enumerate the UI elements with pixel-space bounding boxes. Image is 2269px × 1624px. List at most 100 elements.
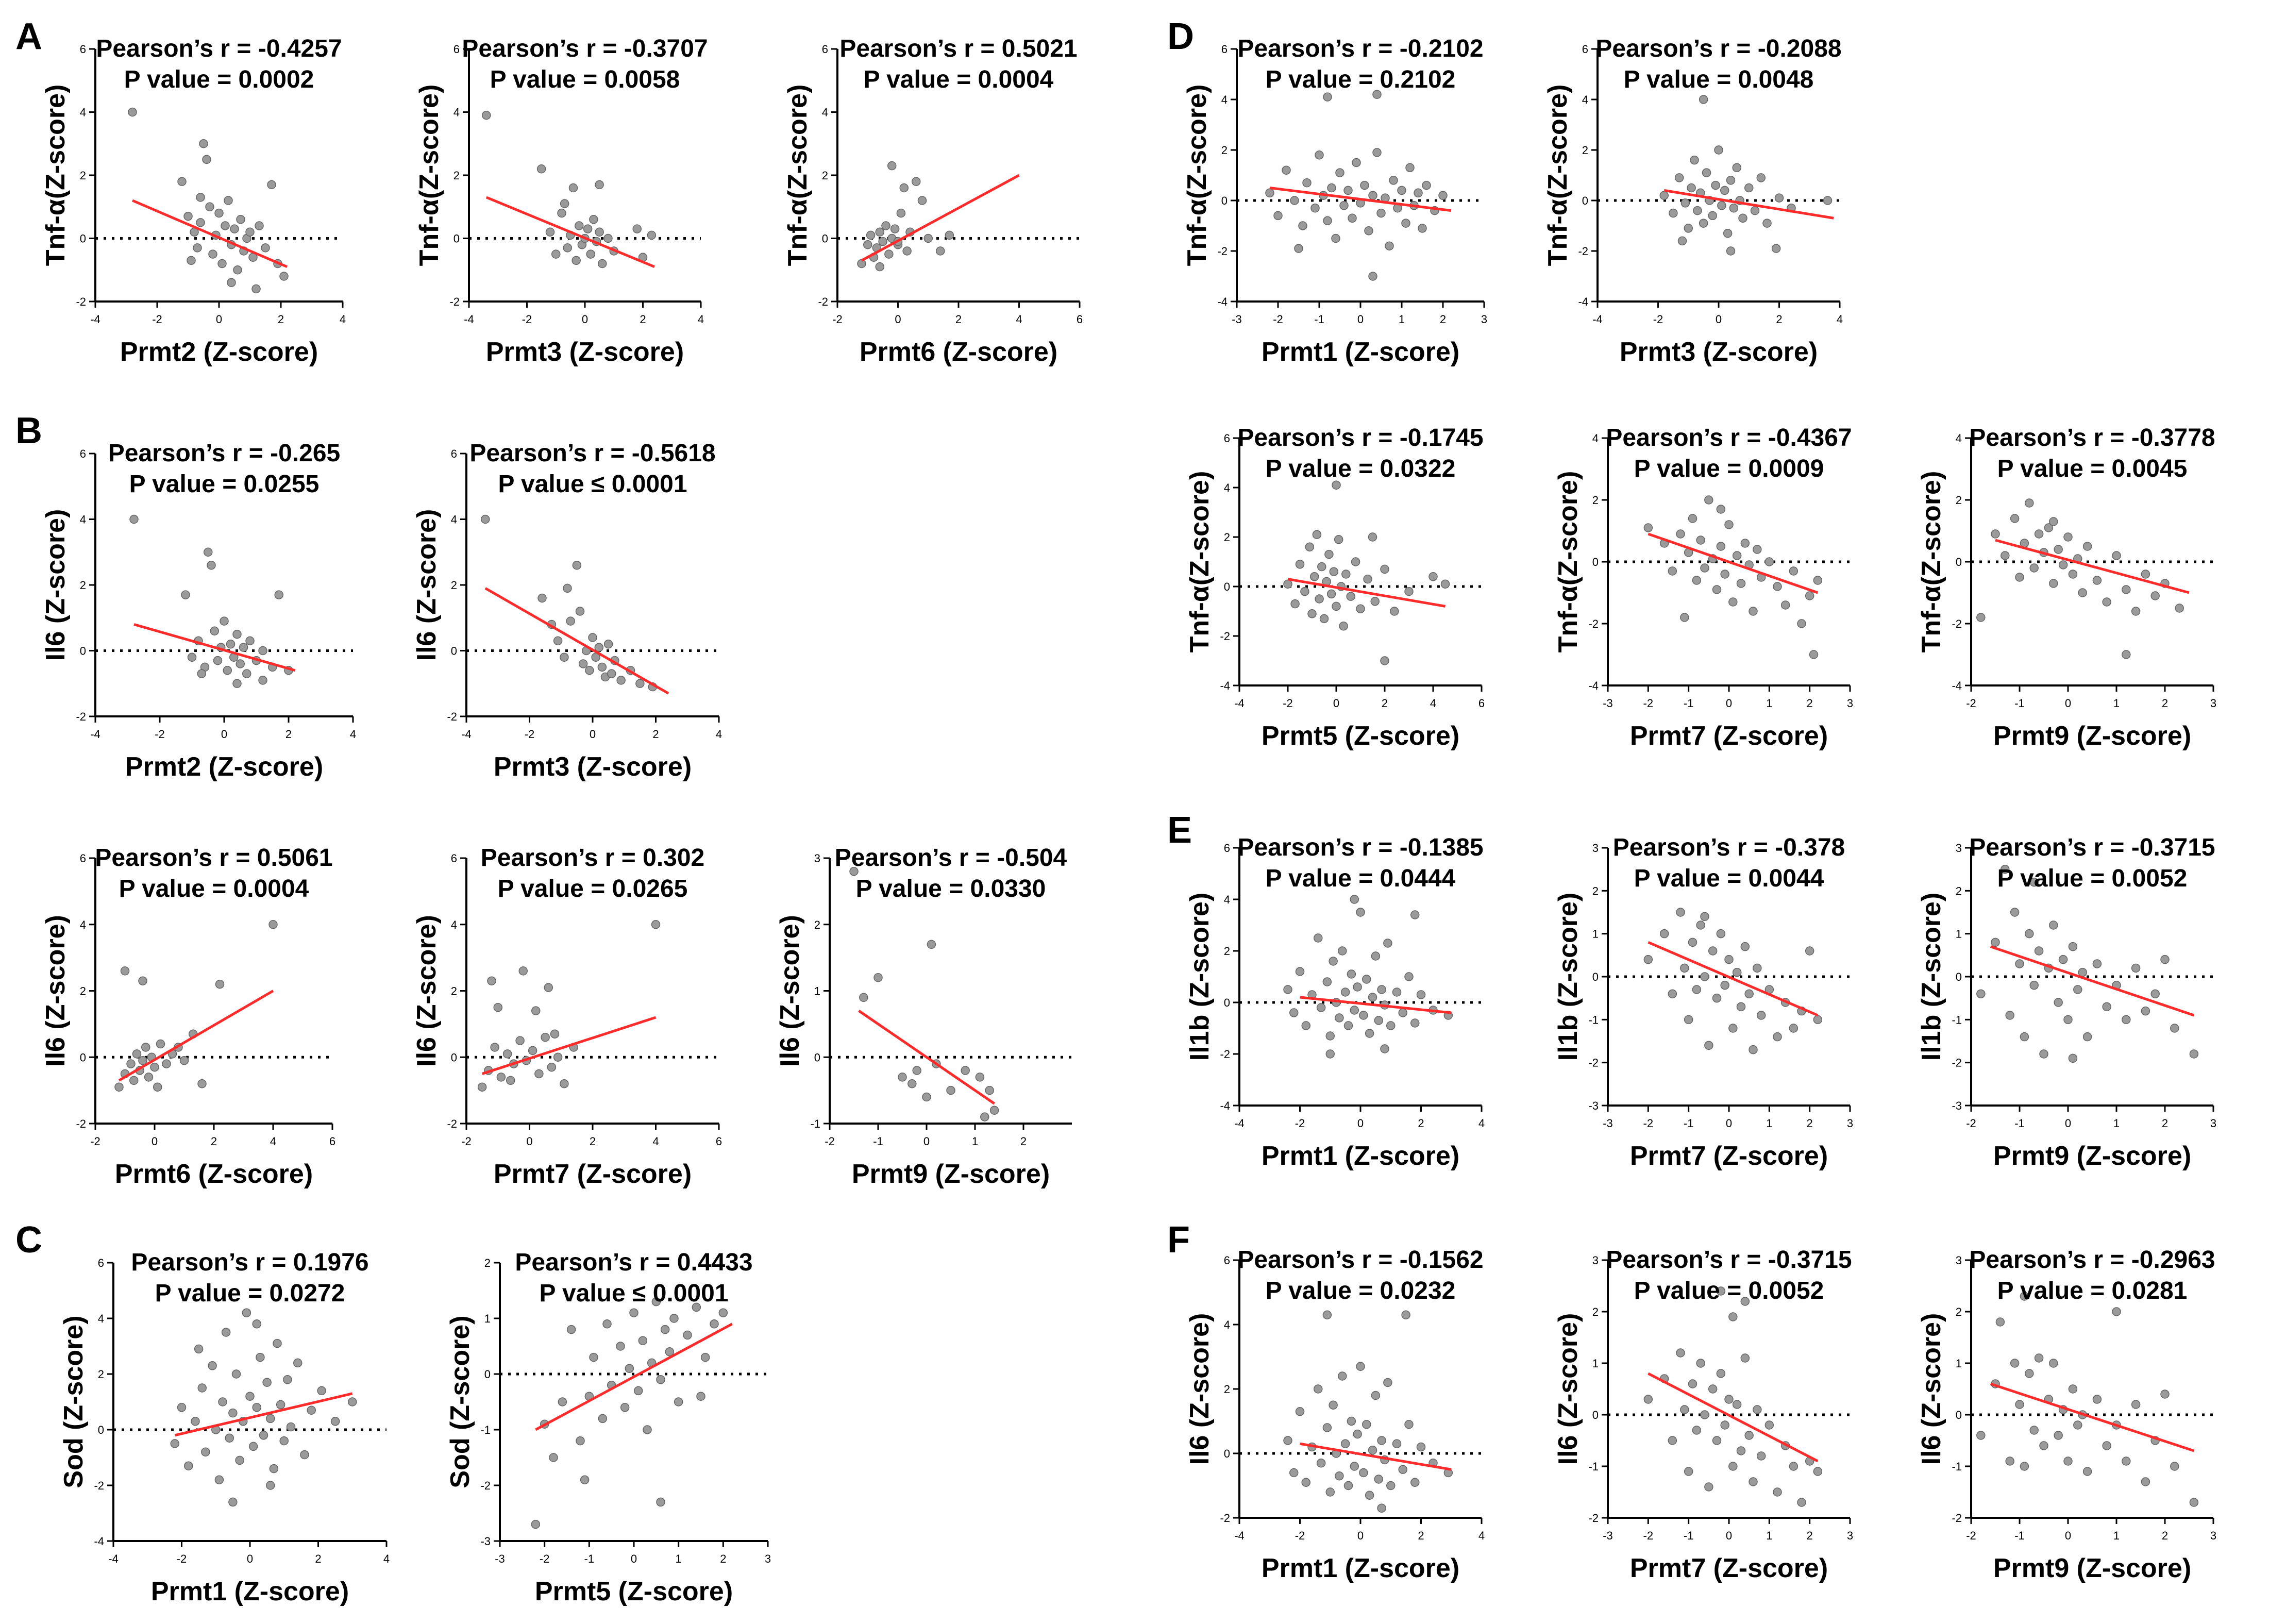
data-point: [1332, 480, 1341, 490]
y-axis-title: Il6 (Z-score): [1917, 1313, 1946, 1465]
x-tick-label: -1: [2014, 1529, 2025, 1542]
data-point: [2141, 570, 2150, 579]
x-tick-label: 0: [152, 1135, 158, 1148]
data-point: [1372, 90, 1382, 99]
data-point: [138, 976, 147, 985]
y-axis-title: Il1b (Z-score): [1553, 893, 1583, 1061]
data-point: [647, 230, 657, 240]
y-axis-title: Tnf-α(Z-score): [1182, 85, 1212, 266]
data-point: [269, 1464, 279, 1474]
data-point: [1294, 244, 1303, 253]
x-axis-title: Prmt9 (Z-score): [1993, 721, 2191, 751]
pearson-r-label: Pearson’s r = -0.2963: [1969, 1246, 2215, 1274]
x-tick-label: -2: [155, 728, 165, 741]
data-point: [232, 679, 242, 688]
data-point: [710, 1319, 719, 1329]
data-point: [1687, 183, 1696, 193]
x-tick-label: -1: [1314, 313, 1324, 326]
data-point: [902, 246, 912, 256]
data-point: [1386, 1481, 1396, 1491]
y-tick-label: 2: [1224, 945, 1230, 958]
p-value-label: P value = 0.0255: [129, 471, 320, 498]
x-tick-label: 0: [590, 728, 596, 741]
x-tick-label: 2: [720, 1552, 726, 1565]
x-tick-label: -3: [1603, 697, 1613, 710]
data-point: [1350, 1006, 1359, 1015]
data-point: [580, 1475, 590, 1484]
x-tick-label: 0: [895, 313, 901, 326]
data-point: [1331, 233, 1340, 243]
data-point: [1740, 539, 1750, 548]
data-point: [1753, 1405, 1762, 1414]
data-point: [878, 237, 887, 246]
y-tick-label: 1: [1592, 928, 1599, 941]
data-point: [1307, 609, 1317, 618]
x-tick-label: 0: [631, 1552, 637, 1565]
x-axis-title: Prmt9 (Z-score): [1993, 1553, 2191, 1583]
y-axis-title: Tnf-α(Z-score): [414, 85, 444, 266]
x-tick-label: 3: [1847, 1117, 1853, 1130]
y-tick-label: 2: [1956, 1305, 1962, 1318]
data-point: [1749, 607, 1758, 616]
p-value-label: P value = 0.0444: [1266, 865, 1456, 892]
data-point: [560, 652, 569, 662]
data-point: [1377, 1436, 1386, 1445]
data-point: [1335, 1013, 1344, 1023]
data-point: [225, 1433, 234, 1443]
data-point: [1688, 1379, 1697, 1388]
pearson-r-label: Pearson’s r = 0.5061: [95, 844, 332, 872]
regression-line: [1663, 189, 1834, 220]
y-tick-label: 2: [451, 985, 457, 998]
y-tick-label: 2: [1956, 494, 1962, 507]
p-value-label: P value = 0.0052: [1634, 1277, 1824, 1304]
data-point: [1422, 180, 1431, 190]
x-tick-label: 1: [1399, 313, 1405, 326]
x-tick-label: -2: [1273, 313, 1283, 326]
y-tick-label: -3: [1952, 1099, 1962, 1112]
y-tick-label: 2: [453, 169, 460, 182]
data-point: [228, 1497, 238, 1507]
data-point: [1708, 211, 1717, 221]
p-value-label: P value ≤ 0.0001: [539, 1280, 728, 1307]
pearson-r-label: Pearson’s r = 0.302: [481, 844, 705, 872]
pearson-r-label: Pearson’s r = -0.3715: [1606, 1246, 1852, 1274]
data-point: [144, 1073, 154, 1082]
data-point: [1700, 972, 1709, 981]
data-point: [208, 1361, 217, 1370]
data-point: [261, 243, 270, 253]
pearson-r-label: Pearson’s r = -0.3707: [462, 35, 708, 62]
data-point: [2005, 1456, 2014, 1466]
data-point: [2082, 1032, 2092, 1042]
data-point: [1404, 972, 1414, 981]
x-tick-label: -2: [832, 313, 843, 326]
data-point: [1805, 591, 1814, 600]
data-point: [2189, 1498, 2199, 1507]
data-point: [1643, 955, 1653, 964]
data-point: [1363, 574, 1372, 584]
data-point: [545, 227, 555, 237]
y-tick-label: 2: [822, 169, 828, 182]
data-point: [560, 1079, 569, 1089]
data-point: [528, 1046, 537, 1056]
data-point: [208, 249, 217, 259]
data-point: [128, 107, 137, 117]
regression-line: [1995, 539, 2190, 594]
data-point: [1976, 613, 1986, 622]
y-tick-label: -1: [810, 1117, 820, 1130]
x-axis-title: Prmt2 (Z-score): [125, 752, 323, 782]
scatter-plot-13: -4 -2 0 2 4 6 -4 -2 0 2 4 6 Prmt5 (Z-score) Tnf-α(Z-s…: [1185, 424, 1485, 751]
data-point: [541, 1032, 550, 1042]
data-point: [2001, 551, 2010, 560]
x-tick-label: 4: [350, 728, 356, 741]
data-point: [1813, 576, 1823, 585]
y-tick-label: 0: [822, 232, 828, 245]
data-point: [1410, 1018, 1420, 1028]
data-point: [141, 1043, 150, 1052]
data-point: [2054, 545, 2063, 554]
data-point: [1696, 920, 1705, 930]
p-value-label: P value = 0.0281: [1997, 1277, 2188, 1304]
y-tick-label: 4: [98, 1312, 104, 1325]
data-point: [213, 656, 223, 665]
data-point: [251, 284, 261, 294]
